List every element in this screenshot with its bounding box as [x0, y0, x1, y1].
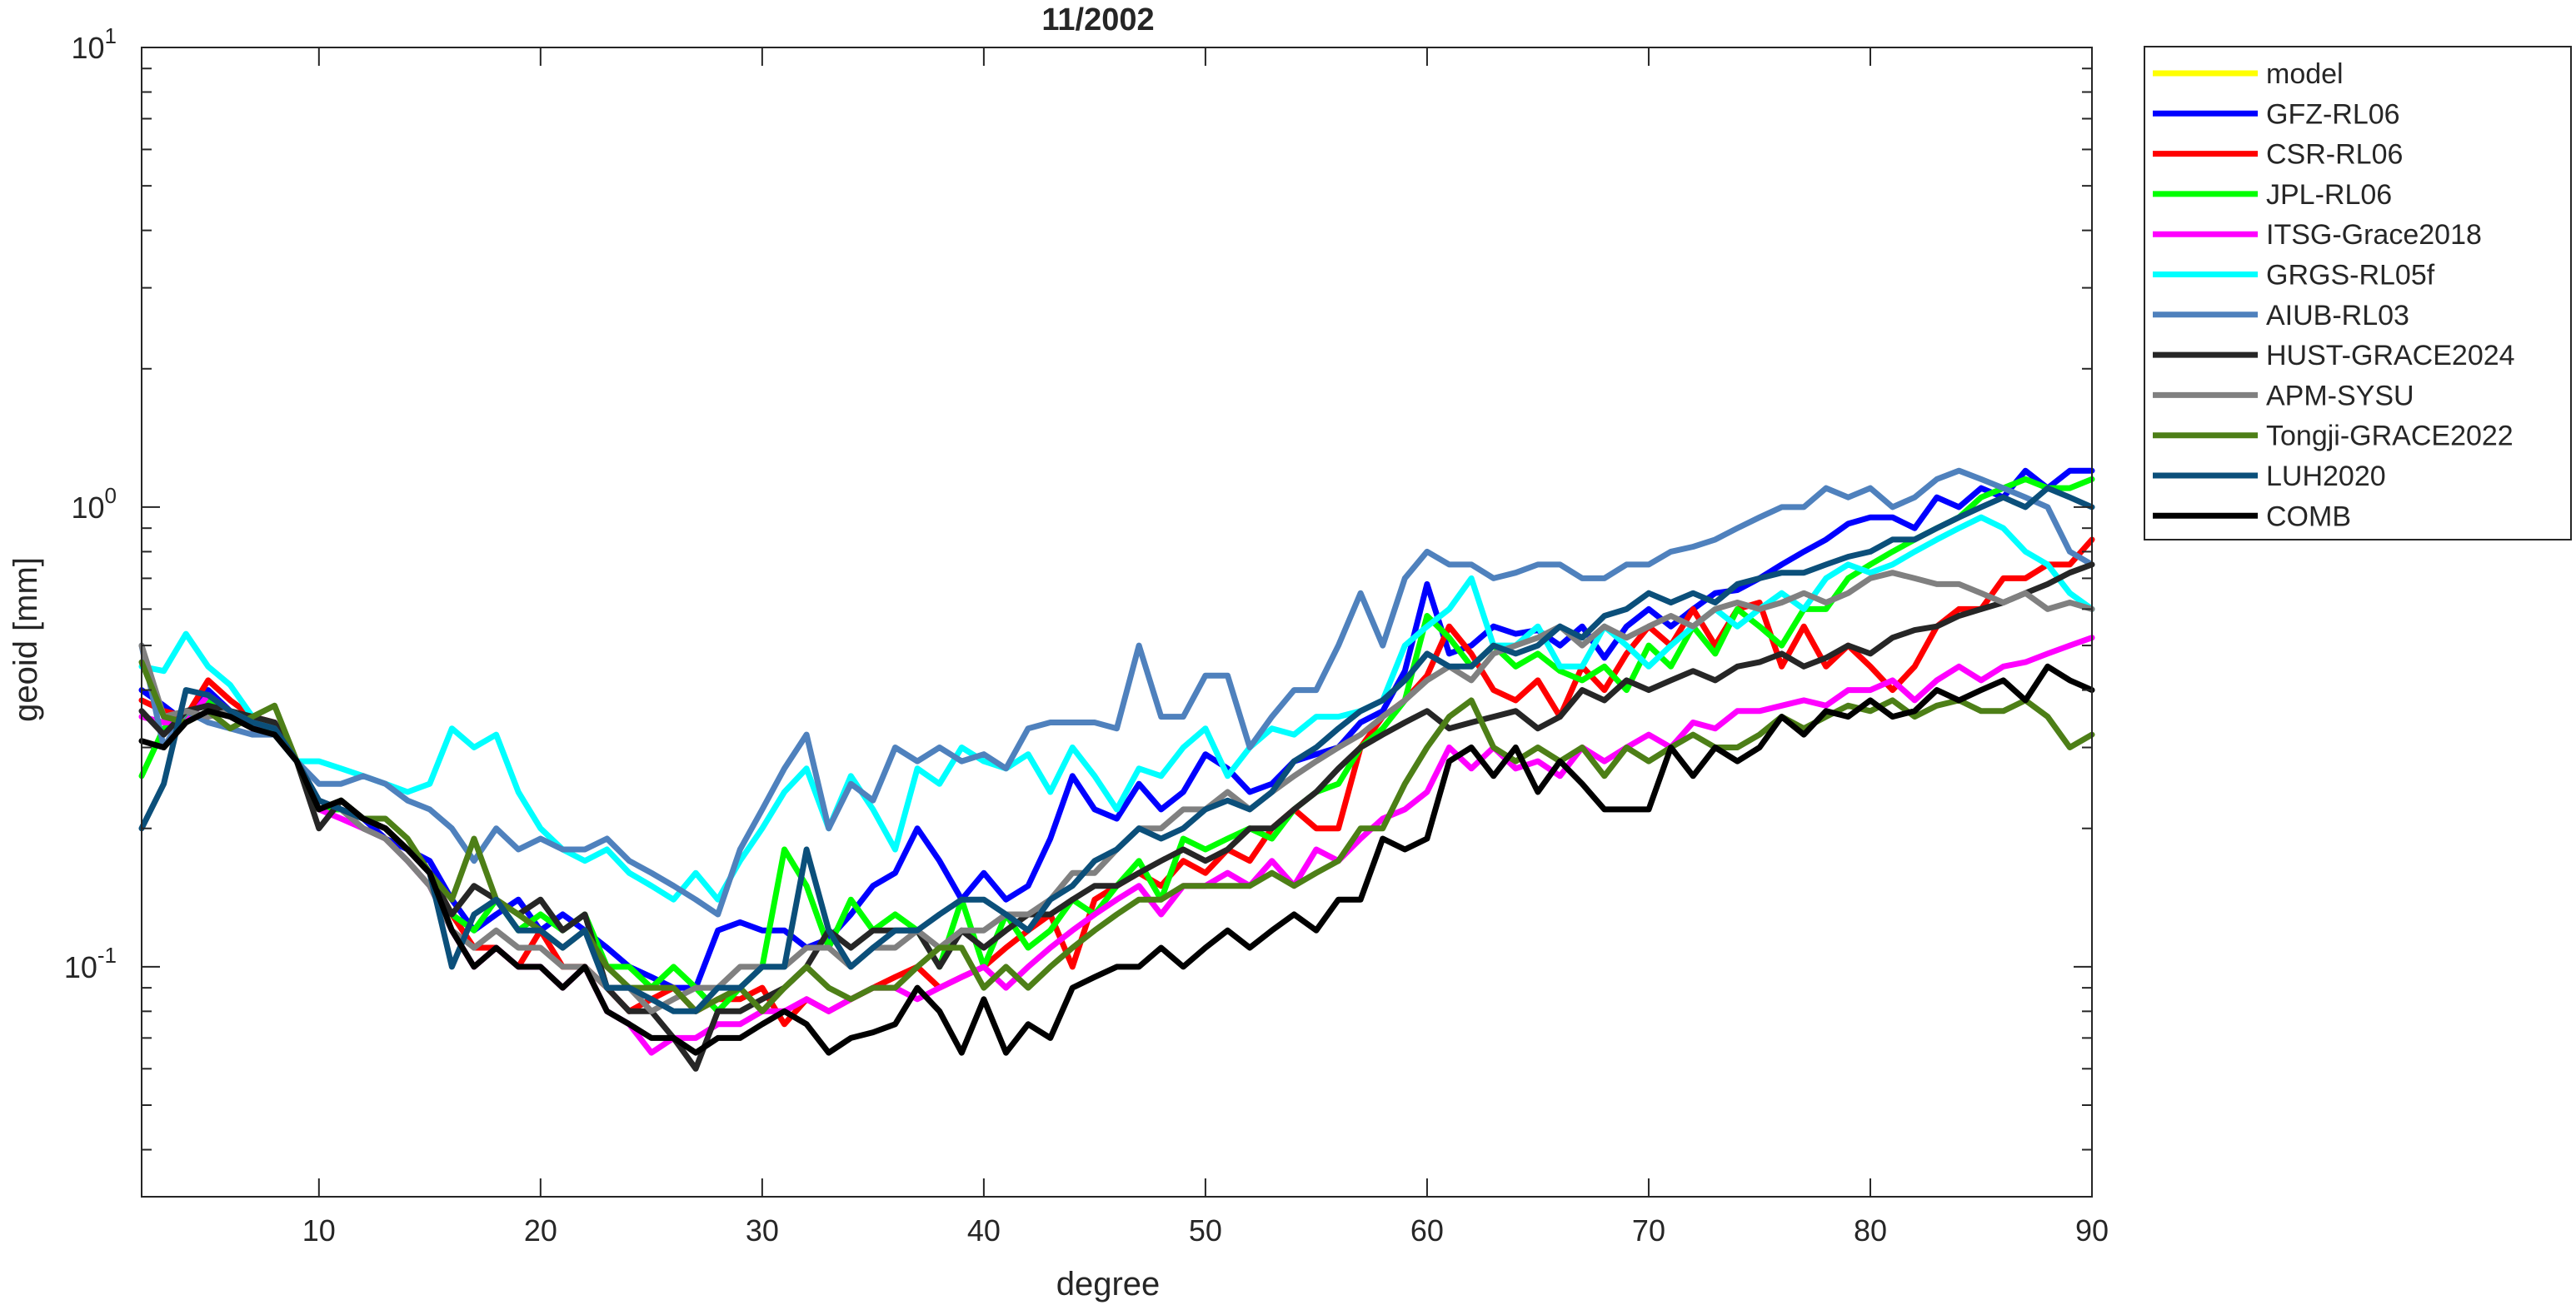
x-tick-label: 90: [2075, 1213, 2109, 1248]
x-tick-label: 20: [524, 1213, 557, 1248]
x-tick-label: 80: [1854, 1213, 1887, 1248]
legend-items: model GFZ-RL06 CSR-RL06 JPL-RL06 ITSG-Grace2…: [2153, 58, 2515, 532]
legend-label: APM-SYSU: [2266, 380, 2414, 411]
legend-box: [2144, 46, 2572, 540]
legend-label: COMB: [2266, 501, 2351, 532]
plot-frame: [141, 47, 2093, 1198]
series-lines: [138, 467, 2095, 1072]
legend-label: CSR-RL06: [2266, 139, 2403, 171]
legend-label: JPL-RL06: [2266, 179, 2392, 211]
legend-label: HUST-GRACE2024: [2266, 340, 2515, 371]
series-line-aiub-rl03: [138, 467, 2095, 918]
y-tick-label: 101: [71, 23, 117, 65]
series-line-luh2020: [138, 485, 2095, 1014]
x-tick-label: 50: [1189, 1213, 1222, 1248]
legend: model GFZ-RL06 CSR-RL06 JPL-RL06 ITSG-Grace2…: [2144, 46, 2572, 540]
x-tick-label: 40: [967, 1213, 1001, 1248]
plot-area: [142, 47, 2092, 1197]
series-line-grgs-rl05f: [138, 514, 2095, 903]
legend-label: ITSG-Grace2018: [2266, 219, 2482, 251]
x-tick-labels: 10 20 30 40 50 60 70 80 90: [302, 1213, 2109, 1248]
legend-label: Tongji-GRACE2022: [2266, 421, 2514, 452]
legend-label: GFZ-RL06: [2266, 98, 2400, 130]
x-tick-label: 70: [1632, 1213, 1665, 1248]
x-tick-label: 60: [1410, 1213, 1444, 1248]
series-line-comb: [138, 663, 2095, 1056]
legend-label: AIUB-RL03: [2266, 300, 2409, 331]
y-tick-label: 100: [71, 483, 117, 525]
x-tick-label: 30: [746, 1213, 779, 1248]
axes: [142, 47, 2093, 1197]
chart-title: 11/2002: [1041, 2, 1154, 37]
series-line-hust-grace2024: [138, 561, 2095, 1072]
x-axis-label: degree: [1056, 1266, 1161, 1303]
y-tick-label: 10-1: [64, 943, 117, 984]
legend-label: model: [2266, 58, 2344, 90]
x-tick-label: 10: [302, 1213, 336, 1248]
legend-label: LUH2020: [2266, 461, 2386, 492]
legend-label: GRGS-RL05f: [2266, 260, 2435, 291]
y-tick-labels: 101 100 10-1: [64, 23, 117, 984]
y-axis-label: geoid [mm]: [7, 557, 44, 722]
series-line-tongji-grace2022: [138, 659, 2095, 1014]
